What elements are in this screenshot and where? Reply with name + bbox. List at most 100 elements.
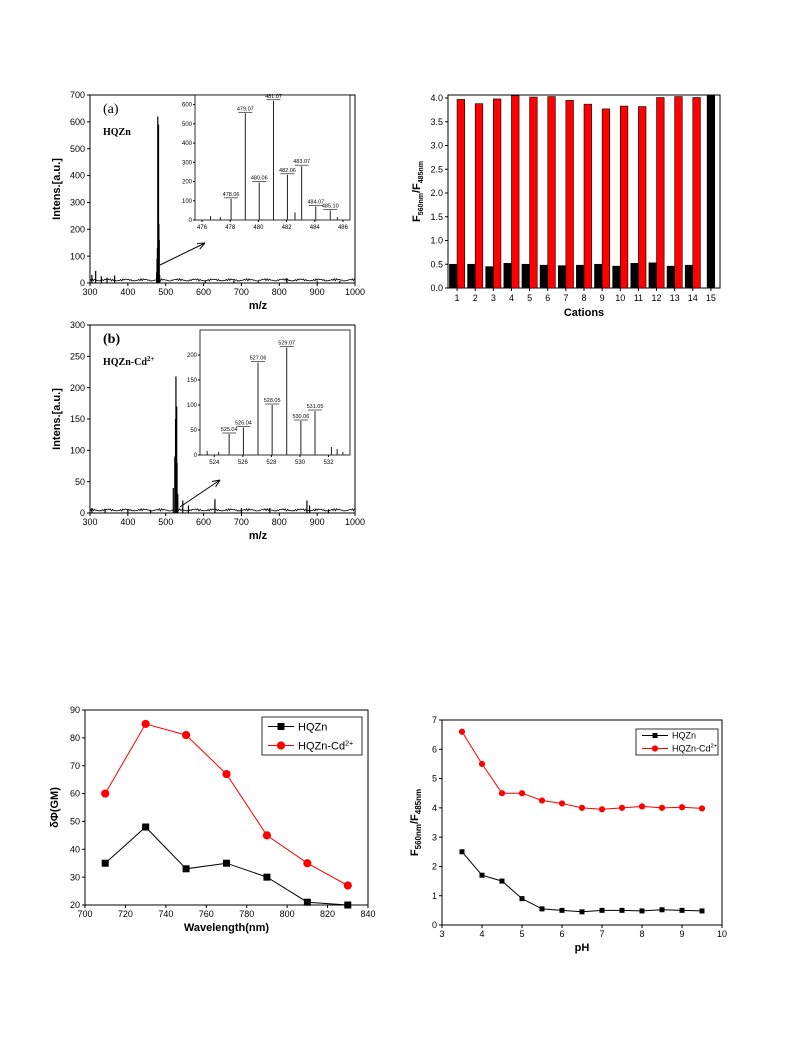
x-tick-label: 1000 <box>345 517 365 527</box>
inset-y-tick-label: 400 <box>182 141 193 147</box>
legend-label-superscript: 2+ <box>711 744 718 750</box>
data-point-circle <box>638 803 646 810</box>
x-tick-label: 1000 <box>345 287 365 297</box>
y-tick-label: 7 <box>432 715 437 725</box>
x-tick-label: 600 <box>196 287 211 297</box>
y-tick-label: 100 <box>70 445 85 455</box>
bar-red <box>656 97 665 289</box>
x-tick-label: 5 <box>519 929 524 939</box>
x-tick-label: 700 <box>234 517 249 527</box>
bar-red <box>565 100 574 289</box>
inset-peak-label: 525.04 <box>221 427 238 433</box>
x-tick-label: 900 <box>310 517 325 527</box>
data-point-square <box>303 898 311 906</box>
data-point-square <box>699 908 705 914</box>
x-tick-label: 500 <box>158 287 173 297</box>
inset-x-tick-label: 476 <box>197 225 208 231</box>
inset-peak-label: 527.06 <box>250 356 267 362</box>
x-tick-label: 800 <box>272 517 287 527</box>
data-point-square <box>579 909 585 915</box>
bar-red <box>692 97 701 289</box>
data-point-circle <box>101 789 110 798</box>
y-tick-label: 40 <box>70 844 80 854</box>
inset-peak-label: 484.07 <box>307 200 324 206</box>
y-tick-label: 3.5 <box>430 117 443 127</box>
x-tick-label: 780 <box>239 909 254 919</box>
x-tick-label: 900 <box>310 287 325 297</box>
data-point-square <box>619 907 625 913</box>
x-axis-label: Cations <box>564 307 604 319</box>
x-tick-label: 4 <box>479 929 484 939</box>
y-tick-label: 4.0 <box>430 93 443 103</box>
inset-peak-label: 526.04 <box>235 421 252 427</box>
y-axis-label-part: 485nm <box>414 789 423 814</box>
x-tick-label: 5 <box>527 293 532 303</box>
x-axis-label: m/z <box>249 530 268 542</box>
data-point-circle <box>518 790 526 797</box>
x-tick-label: 9 <box>679 929 684 939</box>
y-axis-label: Intens.[a.u.] <box>51 388 63 450</box>
inset-y-tick-label: 50 <box>190 428 197 434</box>
legend-marker-square <box>652 733 658 738</box>
zoom-arrowhead <box>196 242 206 250</box>
bar-red <box>529 96 538 289</box>
y-tick-label: 3.0 <box>430 141 443 151</box>
ph-chart: 3 4 5 6 7 8 9 10 0 1 2 3 4 5 6 7 HQZn HQZn-Cd2+ pH F560nm/F… <box>409 715 727 954</box>
y-tick-label: 600 <box>70 117 85 127</box>
inset-x-tick-label: 526 <box>238 460 249 466</box>
x-tick-label: 7 <box>563 293 568 303</box>
y-tick-label: 250 <box>70 351 85 361</box>
legend-label-superscript: 2+ <box>345 739 353 747</box>
data-point-circle <box>458 728 466 735</box>
panel-label: (a) <box>103 102 119 117</box>
data-point-circle <box>181 730 191 740</box>
x-tick-label: 11 <box>634 293 643 303</box>
inset-x-tick-label: 480 <box>253 225 264 231</box>
bar-black <box>666 265 675 289</box>
bar-black <box>485 266 494 289</box>
data-point-square <box>263 873 271 881</box>
data-point-circle <box>478 760 486 768</box>
data-point-circle <box>618 804 626 811</box>
legend-marker-circle <box>651 745 659 752</box>
data-point-square <box>344 901 352 909</box>
bar-black <box>594 263 603 289</box>
data-point-square <box>499 878 505 884</box>
y-tick-label: 4 <box>432 803 437 813</box>
x-tick-label: 10 <box>717 929 727 939</box>
data-point-circle <box>262 831 272 840</box>
inset-x-tick-label: 486 <box>338 225 349 231</box>
x-tick-label: 9 <box>600 293 605 303</box>
bar-red <box>456 99 465 289</box>
y-axis-label: Intens.[a.u.] <box>51 158 63 220</box>
x-tick-label: 840 <box>360 909 375 919</box>
x-tick-label: 15 <box>706 293 716 303</box>
y-tick-label: 200 <box>70 224 85 234</box>
inset-frame <box>194 94 351 221</box>
y-axis-label: F560nm/F485nm <box>411 161 425 222</box>
y-tick-label: 2.0 <box>430 188 443 198</box>
x-tick-label: 2 <box>473 293 478 303</box>
x-tick-label: 3 <box>439 929 444 939</box>
inset-peak-label: 481.07 <box>265 94 282 100</box>
bar-black <box>449 263 458 289</box>
plot-frame <box>84 709 369 906</box>
y-tick-label: 30 <box>70 872 80 882</box>
x-tick-label: 820 <box>320 909 335 919</box>
data-point-square <box>599 907 605 913</box>
x-tick-label: 4 <box>509 293 514 303</box>
y-axis-label: F560nm/F485nm <box>409 789 423 856</box>
inset-x-tick-label: 532 <box>324 460 335 466</box>
y-tick-label: 100 <box>70 251 85 261</box>
x-axis-label: Wavelength(nm) <box>184 922 269 934</box>
x-tick-label: 12 <box>652 293 662 303</box>
spectrum-baseline <box>89 277 355 282</box>
inset-y-tick-label: 100 <box>182 199 193 205</box>
y-tick-label: 1 <box>432 891 437 901</box>
x-tick-label: 800 <box>280 909 295 919</box>
x-tick-label: 720 <box>118 909 133 919</box>
x-tick-label: 7 <box>599 929 604 939</box>
inset-peak-label: 528.05 <box>264 398 281 404</box>
data-point-square <box>101 859 109 867</box>
y-tick-label: 2 <box>432 862 437 872</box>
